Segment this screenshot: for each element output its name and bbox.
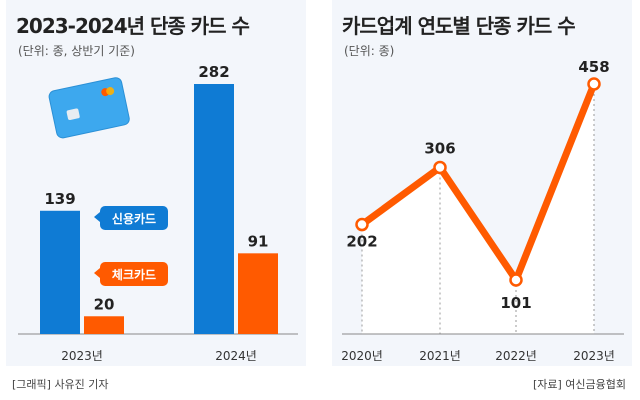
x-tick-label: 2023년 [61,349,103,363]
bar-credit-0 [40,210,80,334]
x-tick-label: 2022년 [495,349,537,363]
bar-value-label: 91 [248,232,269,250]
bar-value-label: 20 [94,295,115,313]
point-value-label: 306 [424,139,455,157]
bar-credit-1 [194,84,234,334]
bar-check-0 [84,316,124,334]
line-area-fill [362,84,594,334]
credit-card-icon [48,77,130,139]
line-point [433,160,447,175]
line-point [587,77,601,91]
legend-credit: 신용카드 [94,206,168,230]
x-tick-label: 2023년 [573,349,615,363]
legend-check: 체크카드 [94,262,168,286]
graphic-credit: [그래픽] 사유진 기자 [12,378,109,391]
line-chart: 202 2020년 306 2021년 101 2022년 458 2023년 [341,58,624,363]
x-tick-label: 2020년 [341,349,383,363]
legend-label: 신용카드 [112,211,156,226]
line-chart-title: 카드업계 연도별 단종 카드 수 [342,14,576,38]
bar-check-1 [238,253,278,334]
bar-value-label: 139 [44,190,75,208]
data-source: [자료] 여신금융협회 [532,378,626,391]
line-chart-subtitle: (단위: 종) [344,44,395,58]
line-point [355,217,369,232]
bar-value-label: 282 [198,63,229,81]
x-tick-label: 2024년 [215,349,257,363]
x-tick-label: 2021년 [419,349,461,363]
point-value-label: 101 [500,294,531,312]
bar-chart-title: 2023-2024년 단종 카드 수 [16,14,250,38]
bar-chart-subtitle: (단위: 종, 상반기 기준) [18,44,135,58]
legend-label: 체크카드 [112,267,156,282]
series-line [358,80,598,284]
point-value-label: 202 [346,233,377,251]
point-value-label: 458 [578,58,609,76]
line-point [509,273,523,287]
bar-chart-panel: 2023-2024년 단종 카드 수 (단위: 종, 상반기 기준) 139 20… [6,0,306,366]
line-chart-panel: 카드업계 연도별 단종 카드 수 (단위: 종) 202 2020년 306 2021… [332,0,632,366]
